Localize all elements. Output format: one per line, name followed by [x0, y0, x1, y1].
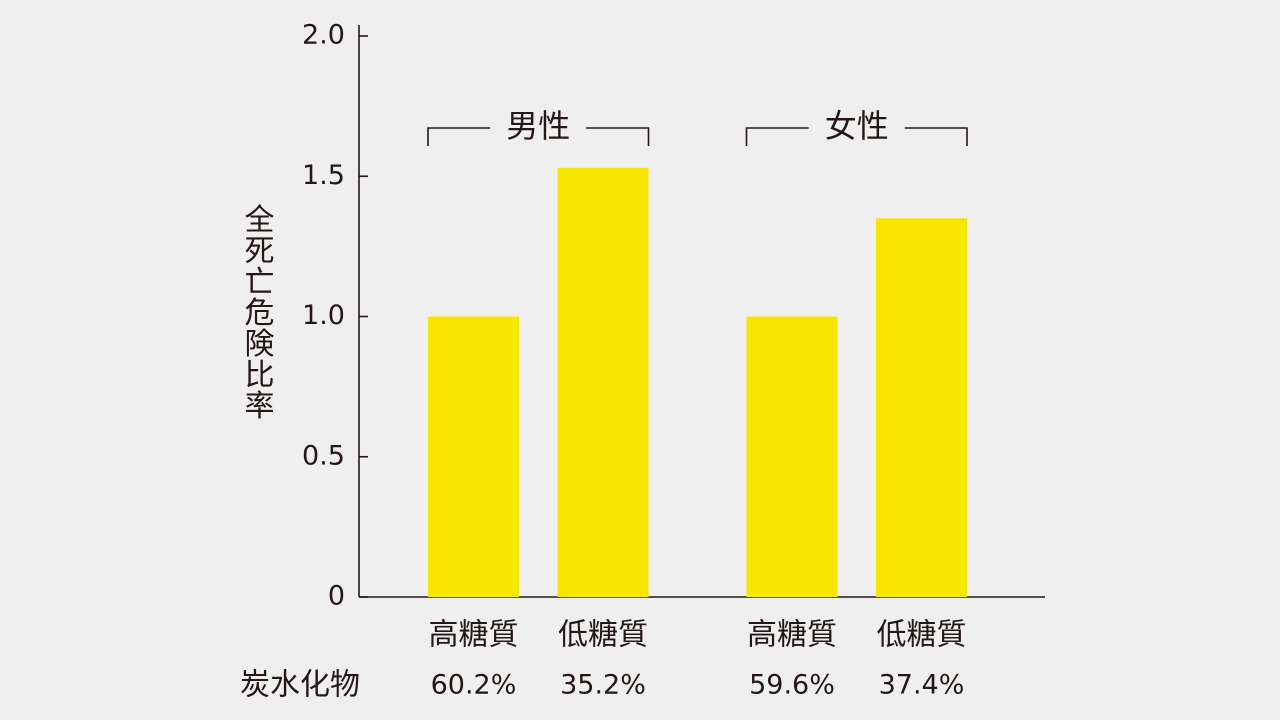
y-tick-label: 1.0	[302, 300, 345, 331]
row-value: 37.4%	[879, 670, 965, 701]
group-label: 男性	[506, 107, 570, 145]
bar	[557, 167, 649, 597]
y-tick-label: 2.0	[302, 20, 345, 51]
y-axis-label: 全死亡危険比率	[239, 204, 275, 421]
row-label: 炭水化物	[240, 668, 360, 703]
group-bracket	[427, 127, 650, 146]
bar	[876, 218, 967, 597]
group-label: 女性	[825, 107, 889, 145]
bar	[428, 316, 519, 597]
bar	[746, 316, 838, 597]
row-value: 35.2%	[560, 670, 646, 701]
y-tick-label: 1.5	[302, 160, 345, 191]
row-value: 60.2%	[431, 670, 517, 701]
x-tick-label: 高糖質	[747, 618, 837, 653]
row-value: 59.6%	[749, 670, 835, 701]
y-tick-label: 0.5	[302, 440, 345, 471]
y-tick-label: 0	[328, 581, 345, 612]
x-tick-label: 低糖質	[877, 618, 967, 653]
group-bracket	[745, 127, 968, 146]
x-tick-label: 高糖質	[429, 618, 519, 653]
x-tick-label: 低糖質	[558, 618, 648, 653]
